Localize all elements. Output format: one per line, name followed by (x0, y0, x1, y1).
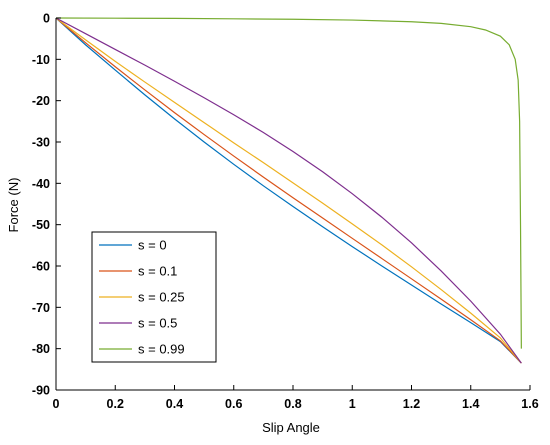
x-tick-label: 1.4 (462, 397, 479, 411)
x-tick-label: 0.8 (284, 397, 301, 411)
y-tick-label: -40 (32, 177, 50, 191)
x-tick-label: 0 (53, 397, 60, 411)
y-tick-label: -70 (32, 301, 50, 315)
legend-entry-label: s = 0.99 (138, 342, 185, 357)
legend-entry-label: s = 0 (138, 238, 167, 253)
y-tick-label: -60 (32, 260, 50, 274)
y-tick-label: -50 (32, 218, 50, 232)
legend-entry-label: s = 0.1 (138, 264, 177, 279)
y-tick-label: -20 (32, 94, 50, 108)
y-tick-label: -10 (32, 53, 50, 67)
axes: 0 0.2 0.4 0.6 0.8 1 1.2 1.4 1.6 0 -10 -20 -30 -40 -50 -… (32, 12, 539, 412)
y-axis-label: Force (N) (6, 178, 21, 233)
legend: s = 0 s = 0.1 s = 0.25 s = 0.5 s = 0.99 (91, 231, 217, 363)
y-tick-label: -30 (32, 136, 50, 150)
x-tick-label: 1.6 (521, 397, 538, 411)
y-tick-label: -90 (32, 384, 50, 398)
x-tick-label: 0.4 (166, 397, 183, 411)
x-tick-label: 0.2 (107, 397, 124, 411)
series-line-1 (55, 17, 522, 364)
legend-entry-label: s = 0.25 (138, 290, 185, 305)
x-tick-label: 0.6 (225, 397, 242, 411)
y-tick-label: 0 (43, 12, 50, 26)
x-tick-label: 1.2 (403, 397, 420, 411)
y-tick-label: -80 (32, 342, 50, 356)
x-axis-label: Slip Angle (262, 420, 320, 435)
series-line-0 (55, 17, 522, 364)
legend-entry-label: s = 0.5 (138, 316, 177, 331)
series-line-2 (55, 17, 522, 364)
series-lines (55, 17, 522, 364)
series-line-3 (55, 17, 522, 364)
x-tick-label: 1 (349, 397, 356, 411)
series-line-4 (55, 17, 522, 349)
